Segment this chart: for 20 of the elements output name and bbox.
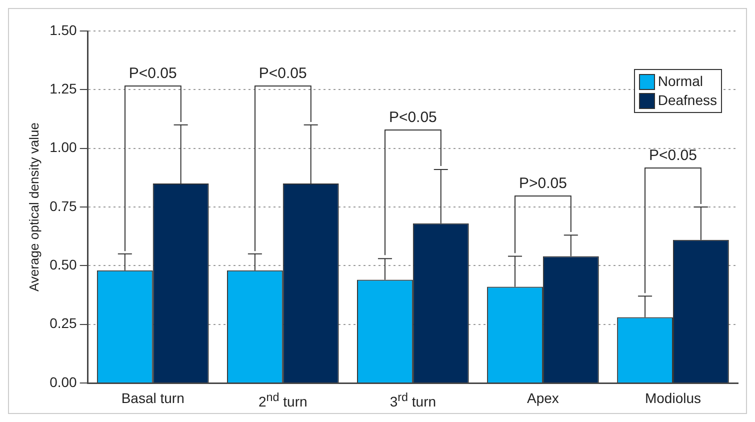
annotation: P<0.05 — [649, 147, 697, 165]
legend-label: Normal — [658, 72, 703, 91]
legend-label: Deafness — [658, 91, 717, 110]
x-tick-label: 2$^{nd}$ turn — [258, 390, 308, 411]
annotation: P>0.05 — [518, 175, 567, 194]
y-tick-label: 1.00 — [50, 139, 78, 156]
annotation: P<0.05 — [258, 64, 307, 83]
x-tick-label: 3$^{rd}$ turn — [390, 390, 436, 411]
y-axis-title: Average optical density value — [26, 122, 42, 292]
y-tick-label: 0.00 — [50, 374, 78, 390]
y-tick-label: 0.25 — [50, 315, 78, 332]
y-tick-label: 0.50 — [50, 256, 78, 273]
y-tick-label: 1.50 — [50, 22, 78, 38]
annotation: P<0.05 — [388, 109, 437, 128]
x-tick-label: Basal turn — [121, 389, 184, 407]
y-tick-label: 0.75 — [50, 198, 78, 214]
x-tick-label: Modiolus — [644, 389, 701, 407]
y-tick-label: 1.25 — [50, 80, 78, 97]
x-tick-label: Apex — [526, 389, 559, 407]
annotation: P<0.05 — [128, 64, 177, 83]
